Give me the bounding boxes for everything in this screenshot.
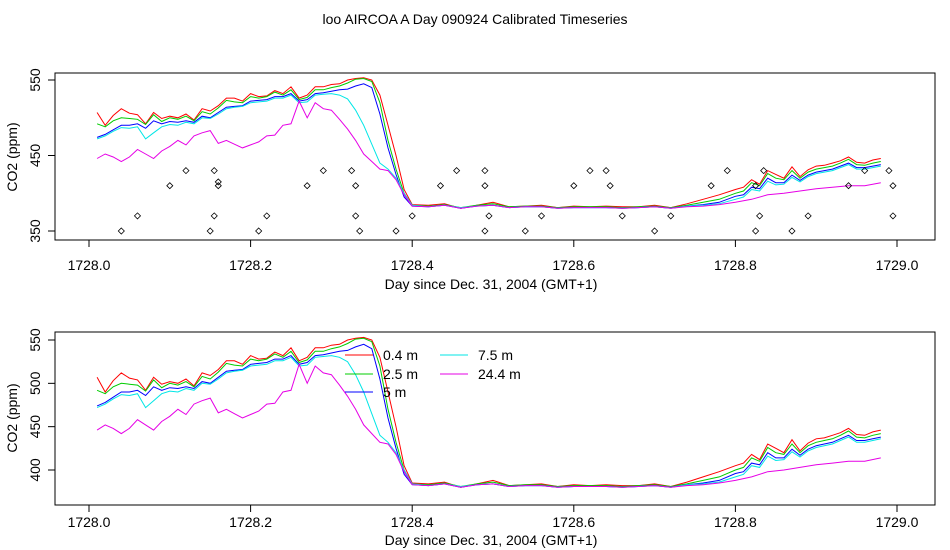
series-line-24-4-m [96, 362, 881, 488]
scatter-point [214, 178, 222, 186]
scatter-point [436, 182, 445, 190]
scatter-point [788, 227, 796, 235]
y-tick-label: 450 [27, 144, 43, 168]
y-tick-label: 500 [27, 371, 43, 395]
scatter-point [885, 167, 893, 175]
bottom-plot-frame [54, 331, 936, 506]
legend-label: 2.5 m [383, 366, 418, 382]
x-tick-label: 1728.4 [391, 514, 434, 530]
x-tick-label: 1728.0 [68, 257, 111, 273]
top-x-axis: 1728.0 1728.2 1728.4 1728.6 1728.8 1729.0 [68, 240, 919, 273]
scatter-point [133, 212, 142, 220]
scatter-point [453, 167, 461, 175]
scatter-point [263, 212, 271, 220]
series-line-24-4-m [96, 99, 881, 209]
series-line-5-m [96, 343, 881, 488]
x-tick-label: 1728.8 [714, 257, 757, 273]
scatter-point [210, 167, 218, 175]
legend-label: 5 m [383, 384, 406, 400]
series-line-0-4-m [96, 336, 881, 488]
x-tick-label: 1728.2 [229, 257, 272, 273]
top-y-axis: 350 450 550 [27, 68, 55, 243]
scatter-point [117, 227, 125, 235]
series-line-7-5-m [96, 93, 881, 209]
top-series-lines [96, 77, 881, 209]
scatter-point [760, 167, 768, 175]
scatter-point [537, 212, 546, 220]
scatter-point [618, 212, 626, 220]
x-tick-label: 1728.8 [714, 514, 757, 530]
scatter-point [206, 227, 214, 235]
scatter-point [255, 227, 263, 235]
scatter-point [481, 227, 489, 235]
bottom-y-axis: 400 450 500 550 [27, 328, 55, 482]
series-line-5-m [96, 83, 881, 209]
scatter-point [182, 167, 190, 175]
scatter-point [481, 167, 489, 175]
y-tick-label: 350 [27, 219, 43, 243]
scatter-point [352, 182, 360, 190]
scatter-point [408, 212, 416, 220]
scatter-point [356, 227, 364, 235]
scatter-point [889, 212, 897, 220]
top-plot-frame [54, 72, 936, 241]
scatter-point [210, 212, 218, 220]
scatter-point [481, 182, 489, 190]
x-tick-label: 1728.6 [552, 514, 595, 530]
scatter-point [166, 182, 174, 190]
scatter-point [889, 182, 897, 190]
scatter-point [602, 167, 610, 175]
legend-label: 7.5 m [478, 347, 513, 363]
bottom-series-lines [96, 336, 881, 488]
y-tick-label: 400 [27, 458, 43, 482]
x-tick-label: 1728.0 [68, 514, 111, 530]
scatter-point [303, 182, 311, 190]
scatter-point [804, 212, 812, 220]
y-tick-label: 550 [27, 68, 43, 92]
x-tick-label: 1728.2 [229, 514, 272, 530]
series-line-0-4-m [96, 77, 881, 209]
scatter-point [707, 182, 715, 190]
top-scatter-points [117, 167, 897, 235]
legend-label: 0.4 m [383, 347, 418, 363]
top-y-axis-label: CO2 (ppm) [4, 122, 20, 191]
series-line-2-5-m [96, 77, 881, 209]
bottom-x-axis: 1728.0 1728.2 1728.4 1728.6 1728.8 1729.0 [68, 505, 919, 530]
top-x-axis-label: Day since Dec. 31, 2004 (GMT+1) [385, 276, 598, 292]
scatter-point [485, 212, 493, 220]
chart-title: loo AIRCOA A Day 090924 Calibrated Times… [322, 11, 628, 27]
scatter-point [352, 212, 360, 220]
x-tick-label: 1729.0 [876, 514, 919, 530]
series-line-7-5-m [96, 355, 881, 488]
scatter-point [651, 227, 659, 235]
scatter-point [586, 167, 594, 175]
scatter-point [392, 227, 400, 235]
y-tick-label: 550 [27, 328, 43, 352]
scatter-point [319, 167, 327, 175]
scatter-point [606, 182, 614, 190]
legend-label: 24.4 m [478, 366, 521, 382]
y-tick-label: 450 [27, 415, 43, 439]
x-tick-label: 1728.6 [552, 257, 595, 273]
scatter-point [844, 182, 853, 190]
scatter-point [667, 212, 675, 220]
scatter-point [752, 182, 760, 190]
scatter-point [521, 227, 529, 235]
scatter-point [570, 182, 578, 190]
scatter-point [752, 227, 760, 235]
legend: 0.4 m 2.5 m 5 m 7.5 m 24.4 m [345, 347, 521, 400]
scatter-point [861, 167, 869, 175]
scatter-point [348, 167, 356, 175]
x-tick-label: 1728.4 [391, 257, 434, 273]
scatter-point [214, 182, 222, 190]
scatter-point [756, 212, 764, 220]
bottom-y-axis-label: CO2 (ppm) [4, 383, 20, 452]
scatter-point [723, 167, 731, 175]
x-tick-label: 1729.0 [876, 257, 919, 273]
bottom-x-axis-label: Day since Dec. 31, 2004 (GMT+1) [385, 532, 598, 548]
